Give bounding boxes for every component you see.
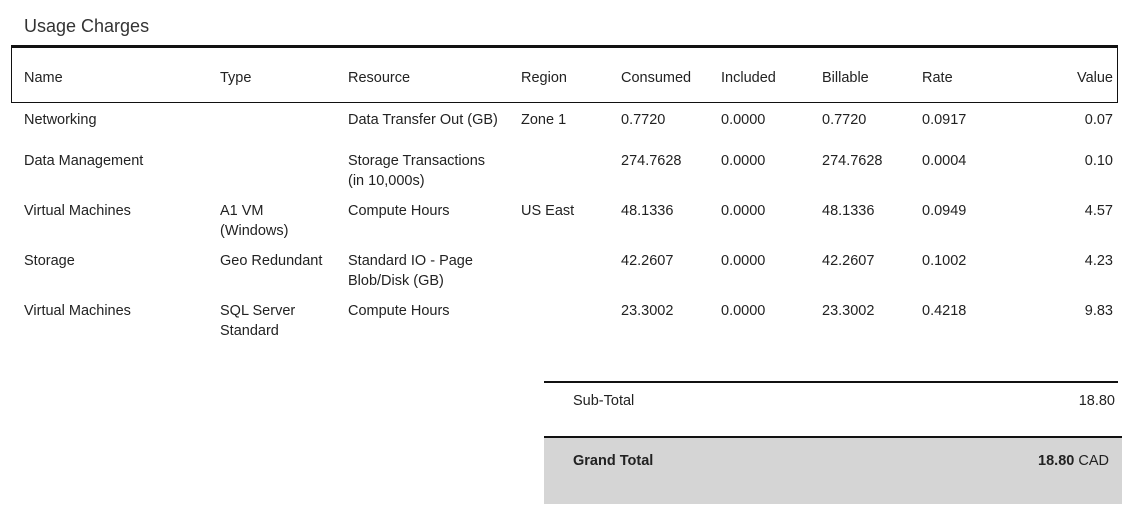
- grand-total-label: Grand Total: [573, 453, 654, 469]
- table-cell: 0.07: [1084, 112, 1113, 128]
- table-cell: US East: [521, 203, 575, 219]
- column-header: Resource: [348, 70, 411, 86]
- table-cell: 4.57: [1084, 203, 1113, 219]
- header-box: [11, 45, 1118, 103]
- grand-total-value: 18.80: [1038, 453, 1075, 469]
- table-cell: Storage Transactions (in 10,000s): [348, 153, 486, 189]
- table-cell: Compute Hours: [348, 203, 450, 219]
- column-header: Name: [24, 70, 63, 86]
- header-table: Name Type Resource Region Consumed Included Bi…: [12, 68, 1116, 88]
- table-cell: [509, 251, 609, 301]
- table-cell: 0.0000: [721, 153, 766, 169]
- table-cell: 0.4218: [922, 303, 967, 319]
- table-cell: A1 VM (Windows): [220, 203, 289, 239]
- grand-total-row: Grand Total 18.80 CAD: [544, 436, 1122, 504]
- table-cell: Zone 1: [521, 112, 567, 128]
- table-cell: Data Management: [24, 153, 144, 169]
- subtotal-row: Sub-Total 18.80: [544, 381, 1118, 423]
- table-cell: Networking: [24, 112, 97, 128]
- table-cell: [208, 151, 336, 201]
- table-row: Data Management Storage Transactions (in …: [12, 151, 1116, 201]
- column-header: Region: [521, 70, 567, 86]
- grand-total-amount: 18.80 CAD: [1038, 453, 1109, 469]
- column-header: Value: [1076, 70, 1113, 86]
- subtotal-value: 18.80: [1078, 393, 1115, 409]
- table-cell: SQL Server Standard: [220, 303, 296, 339]
- table-cell: 42.2607: [822, 253, 875, 269]
- column-header: Included: [721, 70, 776, 86]
- table-row: Storage Geo Redundant Standard IO - Page B…: [12, 251, 1116, 301]
- table-cell: 0.0000: [721, 303, 766, 319]
- table-cell: Data Transfer Out (GB): [348, 112, 498, 128]
- table-cell: 48.1336: [621, 203, 674, 219]
- table-cell: 0.0000: [721, 253, 766, 269]
- table-cell: Storage: [24, 253, 75, 269]
- column-header: Rate: [922, 70, 953, 86]
- column-header: Billable: [822, 70, 869, 86]
- section-title: Usage Charges: [24, 16, 150, 36]
- table-cell: Compute Hours: [348, 303, 450, 319]
- column-header: Type: [220, 70, 252, 86]
- table-cell: 0.0949: [922, 203, 967, 219]
- table-cell: 274.7628: [822, 153, 883, 169]
- table-row: Networking Data Transfer Out (GB) Zone 1 0.…: [12, 110, 1116, 151]
- table-cell: 9.83: [1084, 303, 1113, 319]
- table-cell: [208, 110, 336, 151]
- table-cell: [509, 151, 609, 201]
- table-row: Virtual Machines A1 VM (Windows) Compute H…: [12, 201, 1116, 251]
- table-cell: 23.3002: [621, 303, 674, 319]
- table-cell: 0.0000: [721, 203, 766, 219]
- table-cell: Virtual Machines: [24, 203, 131, 219]
- table-cell: 0.1002: [922, 253, 967, 269]
- table-cell: Standard IO - Page Blob/Disk (GB): [348, 253, 473, 289]
- table-cell: 0.0917: [922, 112, 967, 128]
- table-cell: 0.7720: [822, 112, 867, 128]
- subtotal-label: Sub-Total: [573, 393, 635, 409]
- table-cell: 0.10: [1084, 153, 1113, 169]
- header-row: Name Type Resource Region Consumed Included Bi…: [12, 68, 1116, 88]
- table-cell: 42.2607: [621, 253, 674, 269]
- table-row: Virtual Machines SQL Server Standard Compu…: [12, 301, 1116, 351]
- column-header: Consumed: [621, 70, 692, 86]
- table-cell: 0.7720: [621, 112, 666, 128]
- table-cell: Geo Redundant: [220, 253, 323, 269]
- table-cell: 4.23: [1084, 253, 1113, 269]
- table-cell: Virtual Machines: [24, 303, 131, 319]
- table-cell: 274.7628: [621, 153, 682, 169]
- table-cell: 48.1336: [822, 203, 875, 219]
- charges-table: Networking Data Transfer Out (GB) Zone 1 0.…: [12, 110, 1116, 351]
- table-cell: 0.0000: [721, 112, 766, 128]
- currency: CAD: [1078, 453, 1109, 469]
- table-cell: 23.3002: [822, 303, 875, 319]
- table-cell: [509, 301, 609, 351]
- table-cell: 0.0004: [922, 153, 967, 169]
